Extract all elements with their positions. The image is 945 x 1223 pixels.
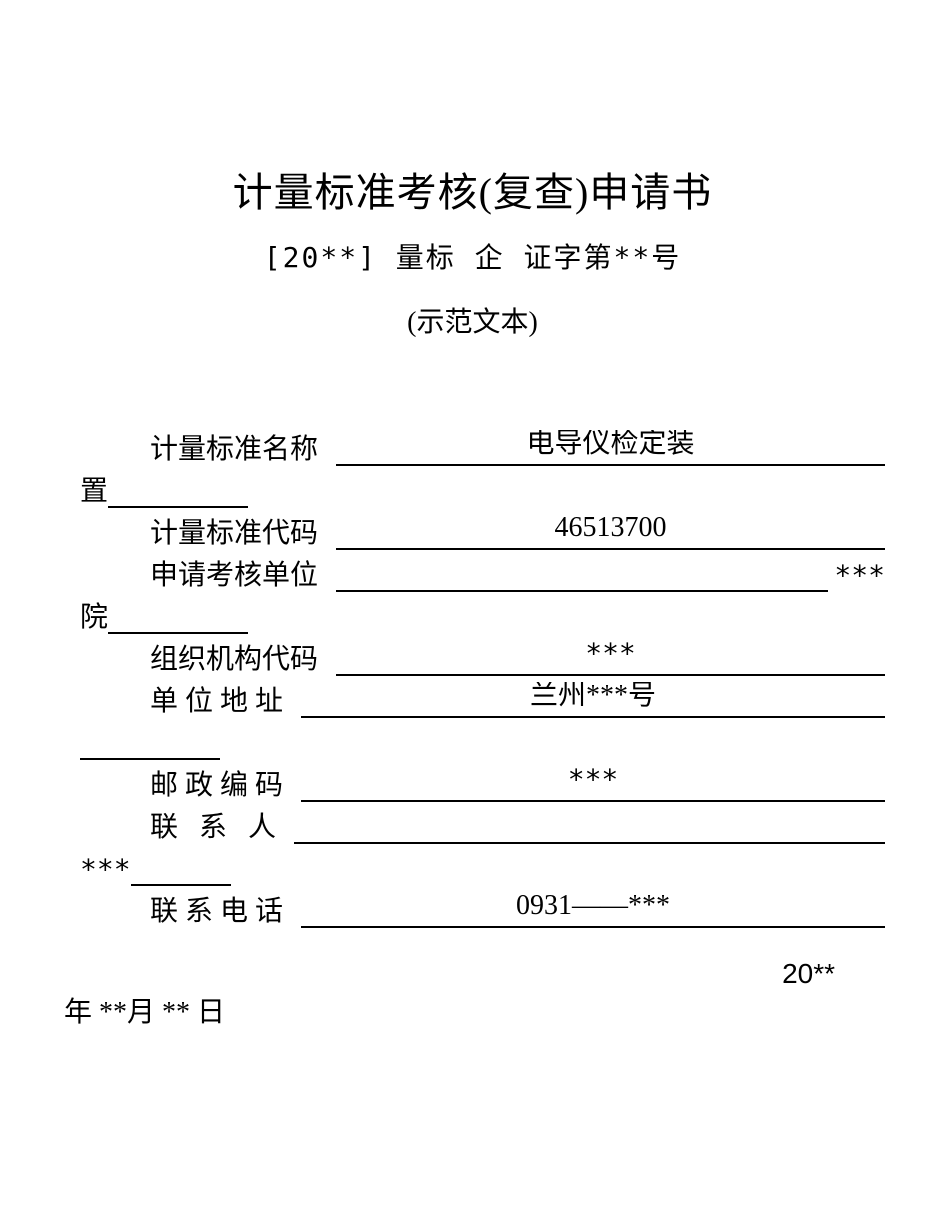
label-address: 单 位 地 址 xyxy=(150,688,283,718)
value-std-name: 电导仪检定装 xyxy=(336,430,885,466)
row-address-wrap xyxy=(60,724,885,760)
date-block: 20** 年 **月 ** 日 xyxy=(60,958,885,1030)
label-contact: 联 系 人 xyxy=(150,814,276,844)
wrap-underline-apply-unit xyxy=(108,598,248,634)
row-contact-wrap: *** xyxy=(60,850,885,886)
wrap-underline-std-name xyxy=(108,472,248,508)
value-org-code: *** xyxy=(336,640,885,676)
label-org-code: 组织机构代码 xyxy=(150,646,318,676)
row-std-name-wrap: 置 xyxy=(60,472,885,508)
wrap-apply-unit: 院 xyxy=(80,604,108,634)
document-subtitle: [20**] 量标 企 证字第**号 xyxy=(60,236,885,276)
row-org-code: 组织机构代码 *** xyxy=(60,640,885,676)
row-address: 单 位 地 址 兰州***号 xyxy=(60,682,885,718)
wrap-std-name: 置 xyxy=(80,478,108,508)
sample-note: (示范文本) xyxy=(60,300,885,340)
value-phone: 0931——*** xyxy=(301,892,885,928)
row-apply-unit: 申请考核单位 *** xyxy=(60,556,885,592)
wrap-underline-address xyxy=(80,724,220,760)
row-phone: 联 系 电 话 0931——*** xyxy=(60,892,885,928)
label-std-code: 计量标准代码 xyxy=(150,520,318,550)
form-block: 计量标准名称 电导仪检定装 置 计量标准代码 46513700 申请考核单位 *… xyxy=(60,430,885,928)
document-title: 计量标准考核(复查)申请书 xyxy=(60,160,885,218)
value-std-code: 46513700 xyxy=(336,514,885,550)
row-std-name: 计量标准名称 电导仪检定装 xyxy=(60,430,885,466)
label-postal: 邮 政 编 码 xyxy=(150,772,283,802)
value-address: 兰州***号 xyxy=(301,682,885,718)
row-std-code: 计量标准代码 46513700 xyxy=(60,514,885,550)
row-apply-unit-wrap: 院 xyxy=(60,598,885,634)
date-year: 20** xyxy=(60,958,885,990)
value-contact xyxy=(294,808,885,844)
document-page: 计量标准考核(复查)申请书 [20**] 量标 企 证字第**号 (示范文本) … xyxy=(0,0,945,1090)
wrap-contact: *** xyxy=(80,856,131,886)
label-apply-unit: 申请考核单位 xyxy=(150,562,318,592)
label-std-name: 计量标准名称 xyxy=(150,436,318,466)
wrap-underline-contact xyxy=(131,850,231,886)
overflow-apply-unit: *** xyxy=(828,562,885,592)
row-contact: 联 系 人 xyxy=(60,808,885,844)
value-apply-unit xyxy=(336,556,828,592)
value-postal: *** xyxy=(301,766,885,802)
row-postal: 邮 政 编 码 *** xyxy=(60,766,885,802)
label-phone: 联 系 电 话 xyxy=(150,898,283,928)
date-rest: 年 **月 ** 日 xyxy=(60,990,885,1030)
